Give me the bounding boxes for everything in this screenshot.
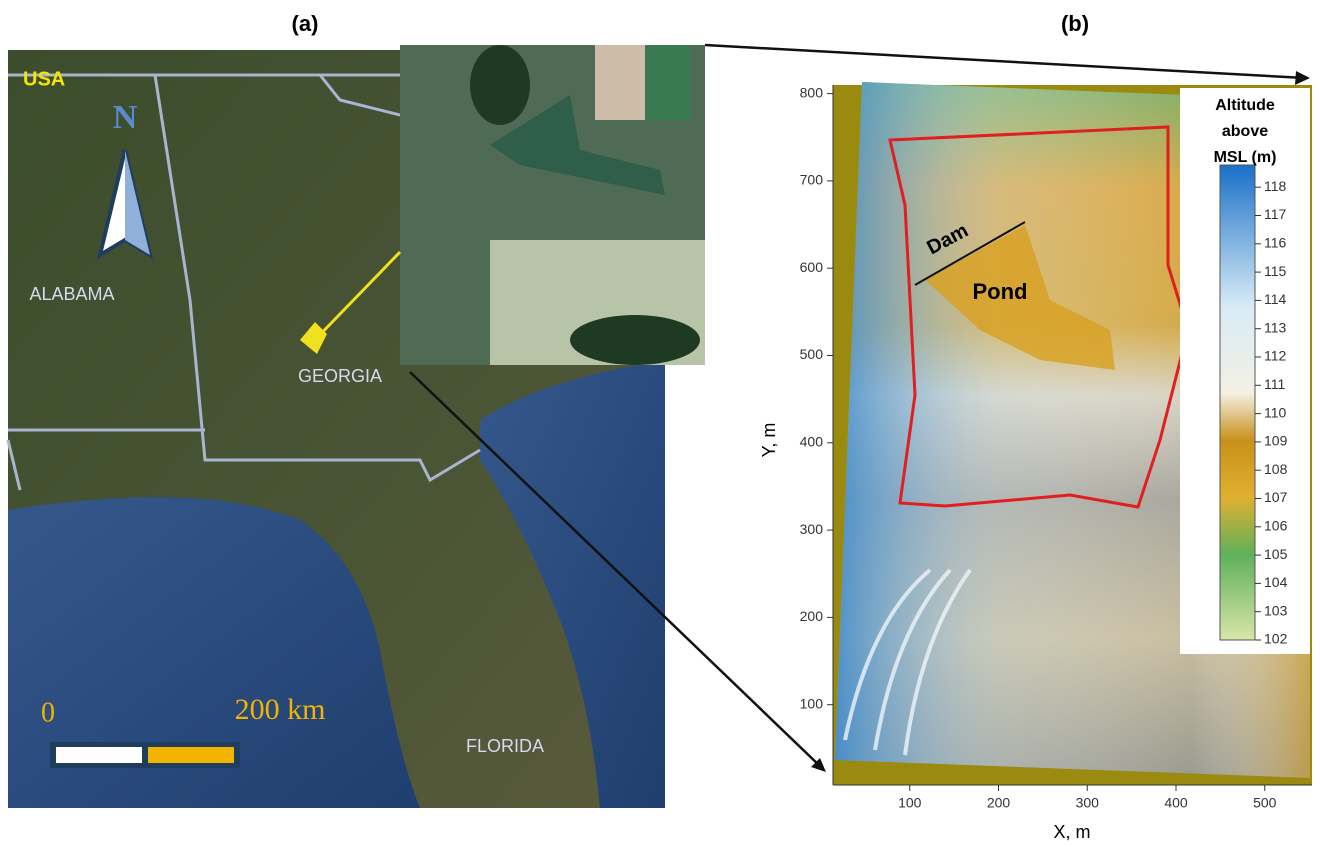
colorbar-title: MSL (m): [1214, 149, 1277, 166]
x-tick-label: 100: [898, 795, 922, 811]
y-tick-label: 300: [800, 521, 824, 537]
colorbar-tick-label: 103: [1264, 602, 1288, 618]
colorbar-tick-label: 117: [1264, 206, 1287, 222]
y-tick-label: 400: [800, 434, 824, 450]
country-label: USA: [23, 68, 65, 90]
x-tick-label: 300: [1076, 795, 1100, 811]
colorbar-tick-label: 114: [1264, 291, 1287, 307]
colorbar-tick-label: 116: [1264, 235, 1287, 251]
colorbar-tick-label: 105: [1264, 546, 1288, 562]
north-label: N: [113, 99, 138, 136]
figure: USA N ALABAMA GEORGIA FLORIDA 0 200 km D…: [0, 0, 1320, 847]
inset-trees: [570, 315, 700, 365]
inset-field: [595, 45, 645, 120]
scale-bar-orange: [148, 747, 234, 763]
scale-end: 200 km: [235, 693, 326, 726]
y-axis-title: Y, m: [759, 423, 779, 458]
colorbar-tick-label: 115: [1264, 263, 1287, 279]
colorbar-tick-label: 112: [1264, 348, 1287, 364]
x-tick-label: 400: [1164, 795, 1188, 811]
scale-start: 0: [41, 697, 55, 728]
colorbar-tick-label: 108: [1264, 461, 1288, 477]
colorbar-tick-label: 102: [1264, 631, 1288, 647]
state-label: GEORGIA: [298, 366, 382, 386]
x-axis-title: X, m: [1053, 822, 1090, 842]
state-label: FLORIDA: [466, 736, 544, 756]
y-tick-label: 700: [800, 172, 824, 188]
panel-label: (a): [292, 11, 319, 36]
colorbar-tick-label: 110: [1264, 404, 1287, 420]
colorbar: [1220, 165, 1255, 640]
inset-trees: [470, 45, 530, 125]
y-tick-label: 600: [800, 259, 824, 275]
colorbar-tick-label: 111: [1264, 376, 1285, 392]
state-label: ALABAMA: [29, 284, 114, 304]
annotation: Pond: [973, 279, 1028, 304]
colorbar-tick-label: 109: [1264, 433, 1288, 449]
panel-label: (b): [1061, 11, 1089, 36]
colorbar-title: above: [1222, 123, 1268, 140]
y-tick-label: 800: [800, 84, 824, 100]
scale-bar-white: [56, 747, 142, 763]
colorbar-tick-label: 113: [1264, 319, 1287, 335]
x-tick-label: 200: [987, 795, 1011, 811]
colorbar-tick-label: 106: [1264, 518, 1288, 534]
y-tick-label: 500: [800, 346, 824, 362]
colorbar-tick-label: 118: [1264, 178, 1287, 194]
y-tick-label: 200: [800, 608, 824, 624]
y-tick-label: 100: [800, 695, 824, 711]
inset-field: [645, 45, 690, 120]
colorbar-title: Altitude: [1215, 97, 1275, 114]
colorbar-tick-label: 107: [1264, 489, 1288, 505]
x-tick-label: 500: [1253, 795, 1277, 811]
colorbar-tick-label: 104: [1264, 574, 1288, 590]
